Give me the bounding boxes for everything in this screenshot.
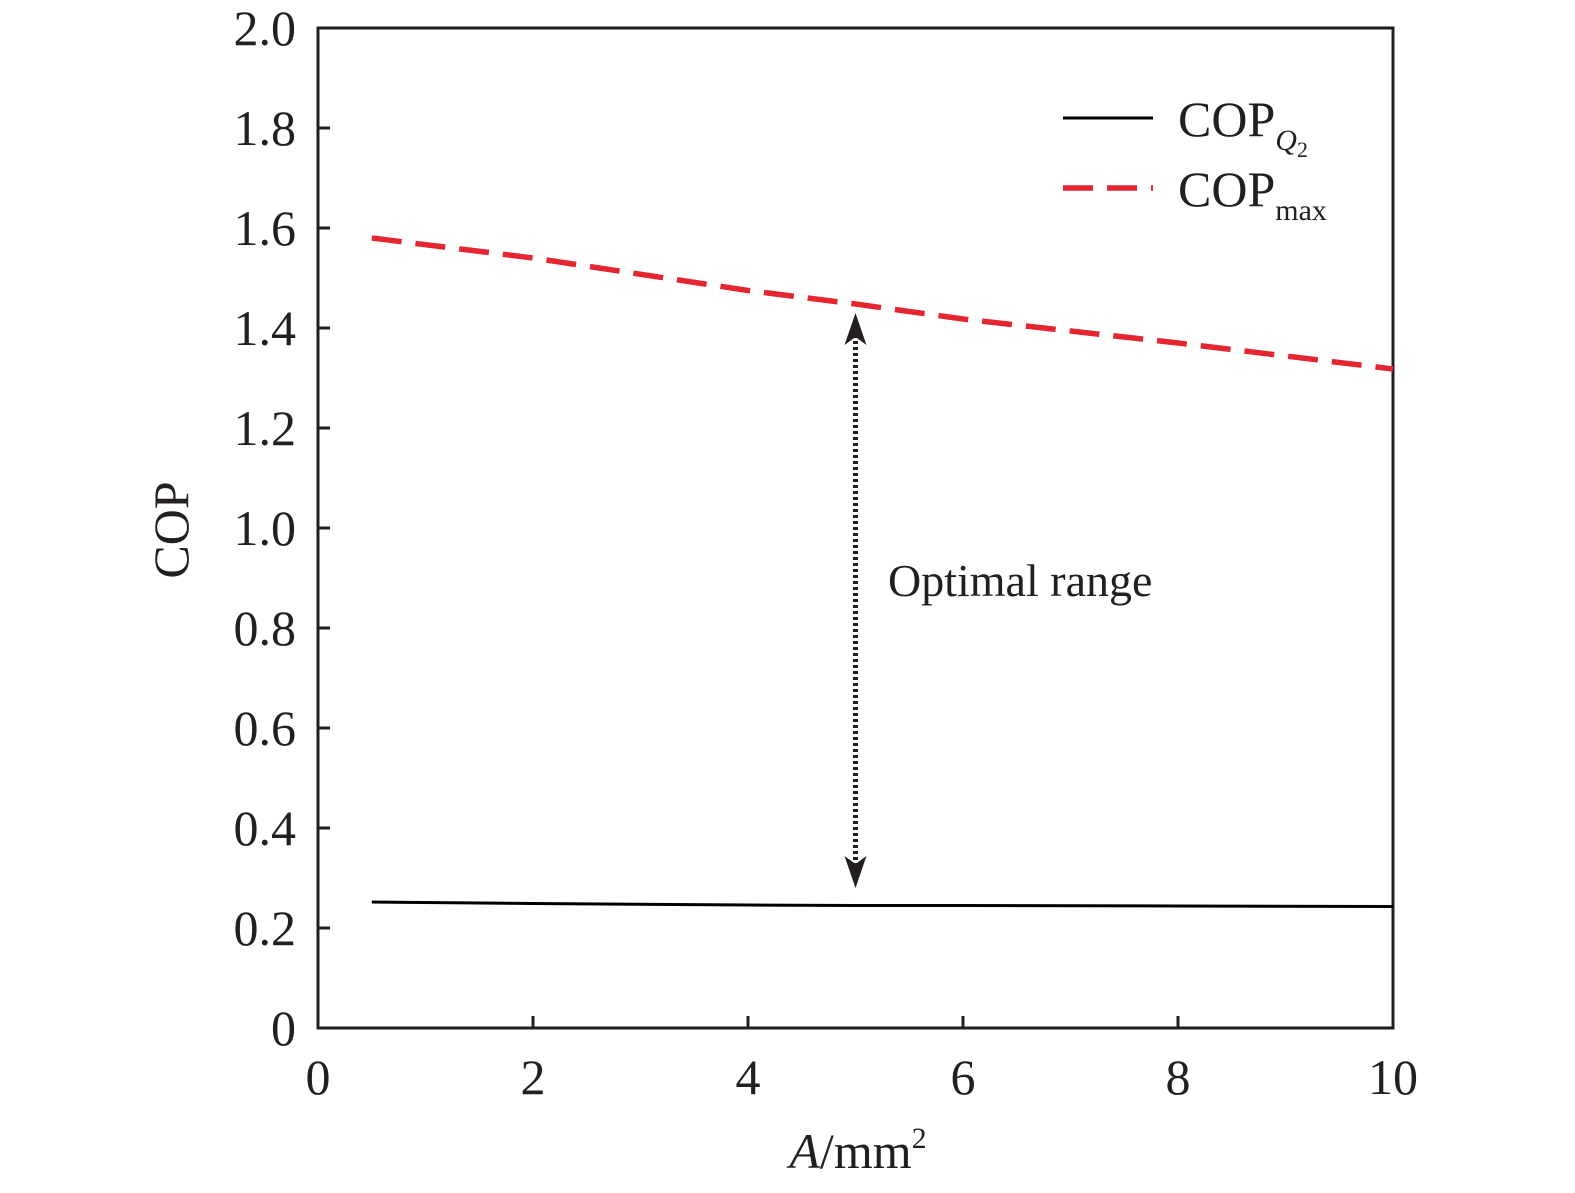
x-axis-title-unit: /mm bbox=[820, 1123, 912, 1179]
x-tick-label: 0 bbox=[306, 1049, 331, 1105]
y-axis-title: COP bbox=[143, 481, 199, 578]
y-tick-label: 0.4 bbox=[234, 800, 297, 856]
x-tick-label: 6 bbox=[951, 1049, 976, 1105]
legend-label-2: COPmax bbox=[1178, 161, 1327, 227]
y-axis: 0 0.2 0.4 0.6 0.8 1.0 1.2 1.4 1.6 1.8 2.0 bbox=[234, 0, 330, 1056]
arrow-up-icon bbox=[844, 313, 867, 345]
y-tick-label: 1.6 bbox=[234, 200, 297, 256]
y-tick-label: 0.2 bbox=[234, 900, 297, 956]
x-axis: 0 2 4 6 8 10 bbox=[306, 1016, 1418, 1105]
y-tick-label: 1.0 bbox=[234, 500, 297, 556]
x-axis-title: A/mm2 bbox=[786, 1122, 926, 1179]
x-tick-label: 4 bbox=[736, 1049, 761, 1105]
annotation-layer: Optimal range bbox=[844, 313, 1152, 888]
x-tick-label: 10 bbox=[1368, 1049, 1418, 1105]
y-tick-label: 1.8 bbox=[234, 100, 297, 156]
x-tick-label: 2 bbox=[521, 1049, 546, 1105]
y-tick-label: 0 bbox=[271, 1000, 296, 1056]
y-tick-label: 0.8 bbox=[234, 600, 297, 656]
x-axis-title-sup: 2 bbox=[912, 1122, 927, 1155]
x-tick-label: 8 bbox=[1166, 1049, 1191, 1105]
arrow-down-icon bbox=[844, 856, 867, 888]
legend-label-1: COPQ2 bbox=[1178, 91, 1308, 162]
y-tick-label: 2.0 bbox=[234, 0, 297, 56]
plot-area bbox=[371, 235, 1394, 908]
series-line-1 bbox=[371, 900, 1394, 908]
y-tick-label: 0.6 bbox=[234, 700, 297, 756]
optimal-range-label: Optimal range bbox=[888, 555, 1152, 606]
y-tick-label: 1.4 bbox=[234, 300, 297, 356]
y-tick-label: 1.2 bbox=[234, 400, 297, 456]
x-axis-title-variable: A bbox=[786, 1123, 820, 1179]
series-line-2 bbox=[371, 235, 1394, 372]
